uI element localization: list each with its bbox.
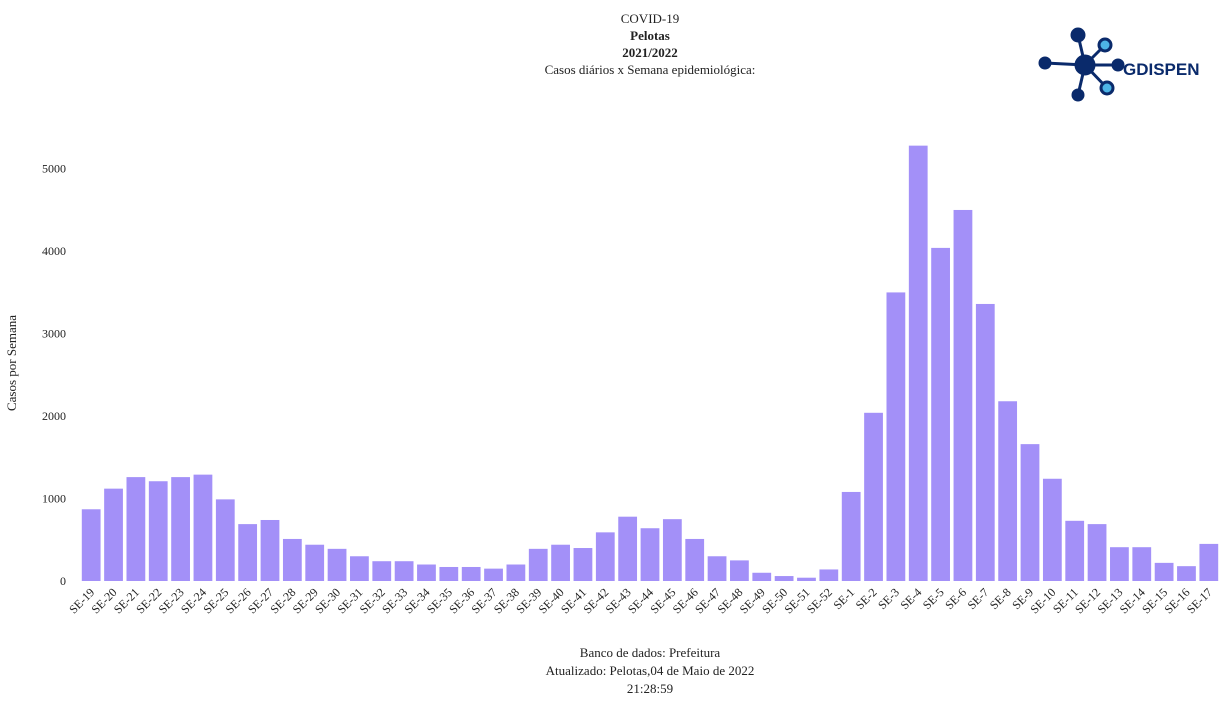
footer-text: 21:28:59: [627, 681, 673, 696]
logo-text: GDISPEN: [1123, 60, 1200, 79]
bar: [484, 568, 503, 581]
bar: [730, 560, 749, 581]
bar: [104, 488, 123, 581]
y-tick-label: 1000: [42, 492, 66, 506]
x-tick-label: SE-6: [942, 585, 969, 612]
bar: [685, 538, 705, 581]
bar: [819, 569, 839, 581]
x-tick-label: SE-5: [920, 585, 947, 612]
bar: [640, 528, 660, 581]
y-axis-title: Casos por Semana: [4, 315, 19, 411]
x-tick-label: SE-10: [1027, 585, 1058, 616]
bar: [1110, 547, 1129, 581]
x-tick-label: SE-52: [804, 585, 835, 616]
bar: [148, 481, 168, 581]
bar: [797, 577, 816, 581]
bar: [506, 564, 526, 581]
bar: [394, 561, 414, 581]
bar: [171, 477, 190, 581]
bar: [1042, 478, 1062, 581]
bar: [372, 561, 392, 581]
bar: [752, 572, 772, 581]
bar: [573, 548, 593, 581]
x-tick-label: SE-17: [1184, 585, 1215, 616]
x-tick-label: SE-1: [830, 585, 857, 612]
bar: [774, 576, 794, 581]
y-tick-label: 0: [60, 574, 66, 588]
x-tick-label: SE-8: [987, 585, 1014, 612]
chart-title: COVID-19: [621, 11, 680, 26]
chart-title: 2021/2022: [622, 45, 678, 60]
bar: [595, 532, 615, 581]
x-tick-label: SE-2: [853, 585, 880, 612]
bar: [841, 491, 861, 581]
bar: [238, 524, 258, 581]
bar: [417, 564, 436, 581]
bar: [998, 401, 1018, 581]
bar: [461, 566, 481, 581]
bar: [193, 474, 213, 581]
bar: [975, 303, 995, 581]
x-tick-label: SE-7: [965, 585, 992, 612]
bar: [1199, 543, 1219, 581]
bar: [260, 519, 280, 581]
chart-title: Pelotas: [630, 28, 670, 43]
bar: [1154, 562, 1174, 581]
bar: [551, 544, 570, 581]
bar: [864, 412, 883, 581]
bar: [886, 292, 906, 581]
bar: [215, 499, 235, 581]
x-tick-label: SE-4: [897, 585, 924, 612]
bar: [908, 145, 928, 582]
bar: [81, 509, 101, 581]
bar: [1087, 524, 1107, 581]
bar: [931, 247, 950, 581]
y-tick-label: 2000: [42, 409, 66, 423]
bar: [662, 519, 682, 581]
bar: [953, 209, 973, 581]
chart-title: Casos diários x Semana epidemiológica:: [545, 62, 756, 77]
bar: [1132, 547, 1152, 581]
x-tick-label: SE-3: [875, 585, 902, 612]
bar: [618, 516, 638, 581]
bar: [1065, 520, 1085, 581]
bar: [350, 556, 369, 581]
footer-text: Atualizado: Pelotas,04 de Maio de 2022: [546, 663, 755, 678]
bar: [1020, 444, 1040, 581]
bar: [327, 548, 347, 581]
y-tick-label: 3000: [42, 327, 66, 341]
bar: [439, 566, 459, 581]
y-tick-label: 5000: [42, 162, 66, 176]
footer-text: Banco de dados: Prefeitura: [580, 645, 721, 660]
bar: [1177, 566, 1196, 581]
bar: [126, 477, 146, 581]
bar: [707, 556, 727, 581]
bar: [282, 538, 302, 581]
bar: [305, 544, 325, 581]
logo: [1038, 27, 1125, 102]
bar: [528, 548, 548, 581]
y-tick-label: 4000: [42, 244, 66, 258]
